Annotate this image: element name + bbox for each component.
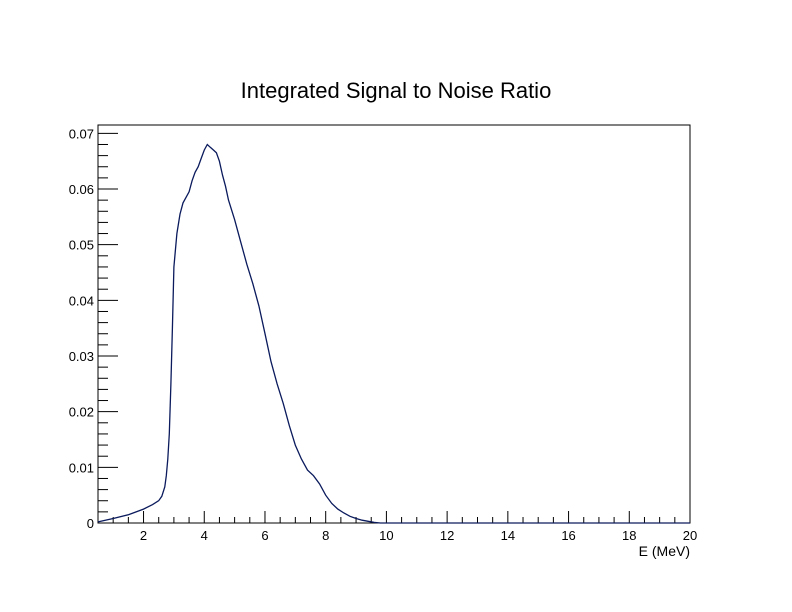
x-tick-label: 8 xyxy=(322,528,329,543)
y-tick-label: 0.03 xyxy=(69,349,94,364)
x-tick-label: 16 xyxy=(561,528,575,543)
x-axis-label: E (MeV) xyxy=(639,543,690,559)
y-tick-label: 0 xyxy=(87,516,94,531)
x-tick-label: 2 xyxy=(140,528,147,543)
x-tick-label: 18 xyxy=(622,528,636,543)
y-axis: 0 0.01 0.02 0.03 0.04 0.05 0.06 0.07 xyxy=(69,126,118,531)
x-tick-label: 12 xyxy=(440,528,454,543)
signal-to-noise-curve xyxy=(97,143,690,524)
y-tick-label: 0.06 xyxy=(69,182,94,197)
plot-frame xyxy=(97,124,691,524)
y-tick-label: 0.02 xyxy=(69,405,94,420)
y-tick-label: 0.07 xyxy=(69,126,94,141)
chart-title: Integrated Signal to Noise Ratio xyxy=(241,78,552,103)
x-tick-label: 14 xyxy=(501,528,515,543)
x-axis: 2 4 6 8 10 12 14 16 18 20 xyxy=(112,511,697,543)
x-tick-label: 4 xyxy=(201,528,208,543)
y-tick-label: 0.05 xyxy=(69,238,94,253)
y-tick-label: 0.01 xyxy=(69,460,94,475)
y-tick-label: 0.04 xyxy=(69,293,94,308)
x-tick-label: 10 xyxy=(379,528,393,543)
x-tick-label: 20 xyxy=(683,528,697,543)
x-tick-label: 6 xyxy=(261,528,268,543)
